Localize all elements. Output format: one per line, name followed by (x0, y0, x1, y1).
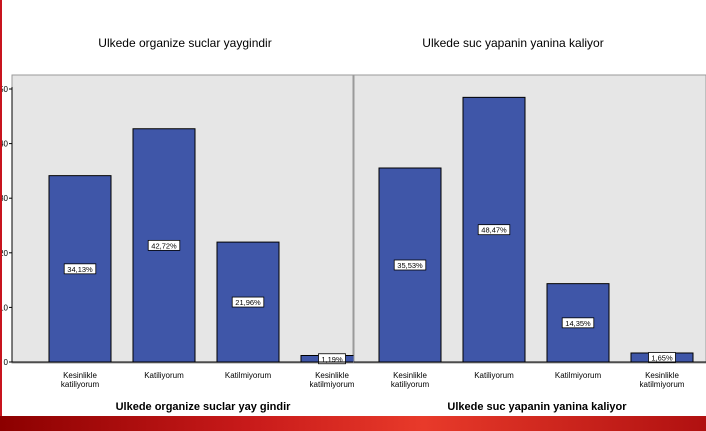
bar (462, 96, 526, 363)
y-tick-label: 30 (0, 194, 9, 203)
data-label-box (477, 224, 511, 236)
chart-organize-suclar: Ulkede organize suclar yaygindir 34,13% 4… (0, 36, 364, 413)
y-tick-label: 20 (0, 249, 9, 258)
category-label: Katiliyorum (144, 371, 184, 380)
category-label: Kesinlikle katiliyorum (391, 371, 430, 389)
chart-title: Ulkede organize suclar yaygindir (98, 36, 271, 50)
plot-marks: 35,53% 48,47% 14,35% 1,65% (354, 96, 706, 363)
category-label: Kesinlikle katilmiyorum (640, 371, 685, 389)
category-label: Katilmiyorum (555, 371, 602, 380)
data-label: 14,35% (565, 319, 591, 328)
data-label-box (231, 296, 265, 308)
x-axis-category-labels: Kesinlikle katiliyorum Katiliyorum Katilmiy… (391, 371, 685, 389)
category-label: Kesinlikle katilmiyorum (310, 371, 355, 389)
slide-left-border (0, 0, 2, 431)
data-label: 35,53% (397, 261, 423, 270)
data-label-box (318, 353, 346, 365)
data-label-box (147, 239, 181, 251)
x-axis-category-labels: Kesinlikle katiliyorum Katiliyorum Katilmiy… (61, 371, 355, 389)
y-tick-label: 0 (4, 358, 9, 367)
data-label-box (561, 317, 595, 329)
y-tick-label: 50 (0, 85, 9, 94)
data-label: 21,96% (235, 298, 261, 307)
category-label: Katiliyorum (474, 371, 514, 380)
chart-suc-yapanin-yanina: Ulkede suc yapanin yanina kaliyor 35,53%… (353, 36, 706, 413)
category-label: Katilmiyorum (225, 371, 272, 380)
y-tick-label: 40 (0, 140, 9, 149)
x-axis-title: Ulkede organize suclar yay gindir (116, 401, 292, 413)
data-label-box (63, 263, 97, 275)
category-label: Kesinlikle katiliyorum (61, 371, 100, 389)
data-label-box (393, 259, 427, 271)
chart-title: Ulkede suc yapanin yanina kaliyor (422, 36, 603, 50)
data-label: 1,65% (651, 353, 673, 362)
slide-bottom-band (0, 416, 706, 431)
data-label: 1,19% (321, 355, 343, 364)
y-axis: 0 10 20 30 40 50 (0, 85, 13, 367)
plot-marks: 34,13% 42,72% 21,96% 1,19% (12, 128, 364, 365)
data-label: 34,13% (67, 265, 93, 274)
charts-canvas: Ulkede organize suclar yaygindir 34,13% 4… (0, 36, 706, 413)
data-label: 48,47% (481, 226, 507, 235)
data-label: 42,72% (151, 241, 177, 250)
x-axis-title: Ulkede suc yapanin yanina kaliyor (447, 401, 627, 413)
y-tick-label: 10 (0, 303, 9, 312)
